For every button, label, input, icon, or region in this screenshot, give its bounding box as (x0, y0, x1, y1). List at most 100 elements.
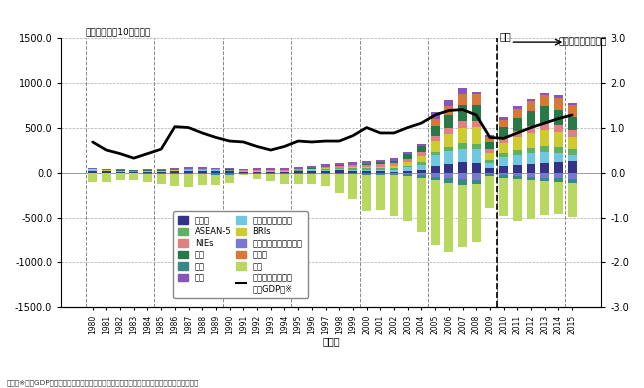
Bar (143, 172, 152, 173)
Bar (362, 165, 371, 167)
Bar (417, 156, 426, 162)
Bar (567, 149, 576, 154)
Bar (417, 173, 426, 175)
Bar (184, 170, 193, 171)
Bar (390, 161, 399, 163)
Bar (527, 177, 535, 180)
Bar (403, 174, 412, 177)
Bar (321, 169, 330, 170)
Bar (431, 112, 440, 119)
Bar (239, 171, 248, 173)
Bar (499, 175, 508, 178)
Bar (486, 149, 495, 153)
Bar (116, 172, 124, 173)
Bar (540, 123, 549, 130)
Bar (486, 142, 495, 149)
Bar (540, 173, 549, 178)
Bar (335, 170, 344, 173)
Bar (280, 168, 289, 170)
Bar (431, 119, 440, 126)
Bar (294, 174, 303, 184)
Bar (376, 162, 384, 164)
Bar (390, 166, 399, 168)
Bar (403, 162, 412, 166)
Text: （折線グラフ：％）: （折線グラフ：％） (558, 38, 607, 47)
Bar (335, 166, 344, 168)
Bar (171, 173, 179, 186)
Bar (280, 174, 289, 184)
Bar (486, 173, 495, 174)
Bar (486, 137, 495, 142)
Bar (513, 179, 522, 221)
Bar (472, 127, 480, 144)
Bar (307, 171, 316, 173)
Bar (335, 168, 344, 169)
Bar (513, 176, 522, 179)
Bar (225, 173, 234, 175)
Bar (417, 146, 426, 152)
Bar (499, 166, 508, 173)
Bar (444, 115, 453, 128)
Bar (239, 169, 248, 170)
Bar (527, 111, 535, 126)
Bar (294, 166, 303, 169)
Bar (390, 175, 399, 216)
Bar (472, 105, 480, 121)
Bar (513, 131, 522, 137)
Bar (458, 149, 467, 162)
Bar (156, 168, 166, 170)
Bar (321, 170, 330, 171)
Bar (458, 94, 467, 105)
Bar (472, 184, 480, 242)
Bar (335, 163, 344, 165)
Bar (321, 173, 330, 174)
Bar (417, 170, 426, 173)
Bar (567, 161, 576, 173)
Bar (540, 106, 549, 123)
Bar (376, 168, 384, 170)
Bar (307, 173, 316, 174)
Bar (362, 161, 371, 163)
Bar (554, 95, 563, 98)
Bar (403, 173, 412, 174)
Bar (403, 154, 412, 159)
Bar (417, 178, 426, 232)
Bar (390, 163, 399, 166)
Bar (554, 132, 563, 147)
Bar (171, 168, 179, 170)
Bar (472, 92, 480, 94)
Bar (417, 152, 426, 156)
Bar (198, 174, 207, 185)
Bar (444, 106, 453, 115)
Bar (239, 173, 248, 174)
Bar (540, 146, 549, 152)
Bar (184, 173, 193, 187)
Bar (417, 144, 426, 146)
Bar (486, 135, 495, 137)
Bar (431, 126, 440, 136)
Bar (362, 175, 371, 211)
Bar (486, 153, 495, 160)
Bar (211, 175, 220, 185)
Bar (458, 179, 467, 185)
Bar (225, 171, 234, 173)
Bar (266, 173, 275, 174)
Bar (444, 164, 453, 173)
Bar (431, 156, 440, 166)
Bar (472, 173, 480, 180)
Bar (540, 181, 549, 215)
Bar (527, 164, 535, 173)
Bar (431, 177, 440, 180)
Bar (554, 125, 563, 132)
Bar (444, 183, 453, 253)
Bar (88, 170, 97, 171)
Bar (129, 173, 138, 180)
Bar (376, 160, 384, 162)
Bar (554, 178, 563, 182)
Bar (554, 110, 563, 125)
Bar (499, 157, 508, 166)
Bar (362, 163, 371, 165)
Bar (499, 120, 508, 126)
Bar (211, 168, 220, 169)
Bar (266, 171, 275, 173)
